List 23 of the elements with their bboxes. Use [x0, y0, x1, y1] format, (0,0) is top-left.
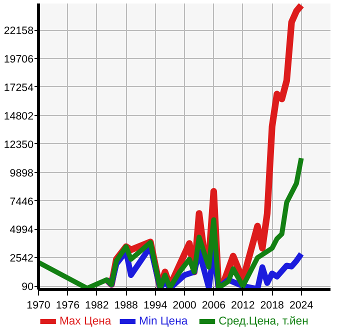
x-tick-label: 1994 [143, 300, 168, 312]
legend-label: Min Цена [139, 316, 188, 328]
y-tick-label: 90 [22, 281, 34, 294]
y-tick-label: 4994 [10, 224, 34, 236]
y-tick-label: 7446 [10, 196, 34, 208]
legend-label: Сред.Цена, т.йен [218, 316, 308, 328]
y-tick-label: 12350 [4, 138, 34, 151]
y-tick-label: 22158 [4, 25, 34, 38]
y-tick-label: 2542 [10, 252, 34, 265]
y-tick-label: 9898 [10, 167, 34, 180]
x-tick-label: 2006 [202, 300, 226, 312]
x-tick-label: 1970 [26, 300, 50, 312]
x-tick-label: 2024 [289, 300, 314, 312]
y-tick-label: 19706 [4, 54, 34, 66]
x-tick-label: 1982 [85, 300, 109, 312]
x-tick-label: 1976 [56, 300, 80, 312]
legend-label: Max Цена [59, 316, 112, 328]
x-tick-label: 2018 [260, 300, 284, 312]
x-tick-label: 2000 [172, 300, 196, 312]
x-tick-label: 1988 [114, 300, 138, 312]
y-tick-label: 14802 [4, 110, 34, 122]
x-tick-label: 2012 [231, 300, 255, 312]
y-tick-label: 17254 [4, 82, 34, 94]
